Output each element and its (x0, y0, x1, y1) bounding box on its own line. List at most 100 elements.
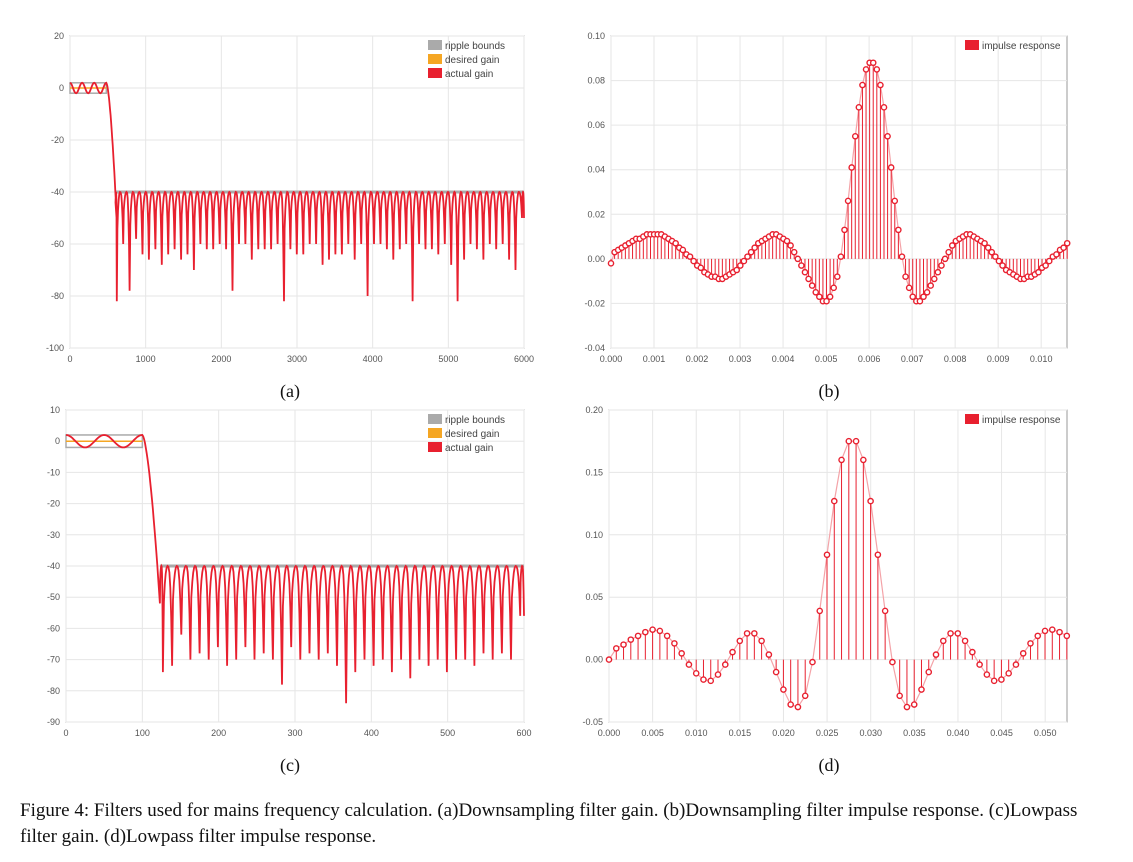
impulse-sample-point (627, 636, 635, 643)
legend-label: actual gain (445, 443, 493, 454)
impulse-sample-point (808, 282, 816, 289)
x-tick-label: 0.050 (1034, 728, 1057, 738)
impulse-sample-point (747, 248, 755, 256)
impulse-sample-point (983, 671, 991, 678)
impulse-sample-point (851, 132, 859, 140)
x-tick-label: 0.030 (859, 728, 882, 738)
impulse-sample-point (733, 266, 741, 274)
y-tick-label: -10 (47, 467, 60, 477)
impulse-sample-point (898, 253, 906, 260)
x-tick-label: 0.007 (901, 354, 924, 364)
legend-label: desired gain (445, 429, 499, 440)
impulse-sample-point (939, 637, 947, 645)
x-tick-label: 0.009 (987, 354, 1010, 364)
impulse-sample-point (889, 658, 896, 666)
y-tick-label: 0.05 (585, 592, 603, 602)
impulse-sample-point (620, 641, 627, 648)
impulse-sample-point (737, 262, 744, 269)
x-tick-label: 0.005 (641, 728, 664, 738)
impulse-sample-point (1063, 239, 1071, 247)
y-tick-label: 20 (54, 31, 64, 41)
impulse-sample-point (927, 282, 934, 289)
impulse-sample-point (1045, 257, 1053, 265)
impulse-sample-point (794, 255, 802, 263)
y-tick-label: 0.10 (587, 31, 605, 41)
impulse-sample-point (826, 293, 834, 301)
legend-swatch (428, 54, 442, 64)
impulse-sample-point (612, 645, 620, 652)
impulse-sample-point (873, 66, 881, 73)
impulse-sample-point (787, 701, 794, 708)
impulse-sample-point (891, 197, 899, 205)
impulse-sample-point (700, 676, 707, 683)
impulse-sample-point (877, 81, 884, 89)
impulse-sample-point (1019, 650, 1027, 657)
impulse-sample-point (845, 437, 853, 445)
sublabel-b: (b) (818, 381, 840, 401)
y-tick-label: -20 (51, 135, 64, 145)
impulse-sample-point (780, 686, 787, 693)
actual-gain-line (65, 434, 525, 704)
y-tick-label: 0.04 (587, 165, 605, 175)
impulse-envelope-line (608, 440, 1068, 708)
y-tick-label: 0.20 (585, 405, 603, 415)
impulse-sample-point (984, 244, 992, 252)
impulse-sample-point (751, 244, 758, 252)
impulse-sample-point (918, 686, 925, 693)
impulse-sample-point (976, 661, 983, 668)
impulse-sample-point (1034, 632, 1042, 640)
impulse-sample-point (798, 262, 805, 269)
sublabel-a: (a) (280, 381, 300, 401)
impulse-sample-point (925, 668, 933, 676)
y-tick-label: 0.15 (585, 467, 603, 477)
x-tick-label: 0.005 (815, 354, 838, 364)
sublabel-c: (c) (280, 755, 300, 775)
impulse-sample-point (790, 248, 798, 256)
x-tick-label: 400 (364, 728, 379, 738)
impulse-sample-point (948, 242, 956, 249)
impulse-sample-point (816, 293, 823, 301)
impulse-sample-point (902, 273, 909, 280)
impulse-sample-point (809, 658, 816, 666)
impulse-sample-point (999, 262, 1006, 269)
impulse-sample-point (923, 288, 931, 296)
impulse-sample-point (837, 253, 845, 260)
impulse-sample-point (758, 637, 765, 645)
gain-chart-c-svg: 0 100 200 300 400 500 600-90-80-70-60-50-40-30… (47, 405, 532, 738)
impulse-sample-point (1035, 268, 1042, 276)
impulse-sample-point (881, 607, 889, 615)
impulse-sample-point (1012, 661, 1020, 668)
impulse-sample-point (679, 246, 687, 254)
x-tick-label: 0.040 (947, 728, 970, 738)
impulse-sample-point (787, 242, 794, 249)
impulse-sample-point (801, 692, 809, 700)
x-tick-label: 0.035 (903, 728, 926, 738)
impulse-sample-point (869, 59, 877, 67)
impulse-sample-point (642, 628, 649, 636)
impulse-sample-point (887, 164, 895, 171)
impulse-chart-b: 0.000 0.001 0.002 0.003 0.004 0.005 0.006 0.007… (565, 28, 1085, 373)
impulse-sample-point (844, 197, 852, 205)
impulse-sample-point (714, 671, 722, 678)
gain-chart-a: 0 1000 2000 3000 4000 5000 6000 -100 -80 -60 -40 -2… (30, 28, 540, 373)
y-tick-label: -0.05 (582, 717, 603, 727)
impulse-sample-point (1063, 632, 1071, 640)
impulse-sample-point (954, 630, 962, 637)
y-tick-label: 0.08 (587, 76, 605, 86)
impulse-sample-point (743, 630, 751, 637)
impulse-sample-point (690, 257, 697, 265)
impulse-sample-point (656, 627, 664, 635)
impulse-sample-point (678, 650, 685, 657)
impulse-sample-point (934, 268, 942, 276)
impulse-sample-point (961, 637, 969, 645)
y-tick-label: -0.02 (584, 298, 605, 308)
impulse-sample-point (990, 677, 998, 685)
x-tick-label: 0.002 (686, 354, 709, 364)
impulse-chart-d-svg: 0.000 0.005 0.010 0.015 0.020 0.025 0.030 0.035… (582, 405, 1071, 738)
sublabel-d: (d) (818, 755, 840, 775)
impulse-sample-point (649, 626, 656, 633)
impulse-sample-point (941, 255, 949, 263)
impulse-sample-point (938, 262, 945, 269)
impulse-sample-point (685, 661, 693, 668)
x-tick-label: 300 (287, 728, 302, 738)
